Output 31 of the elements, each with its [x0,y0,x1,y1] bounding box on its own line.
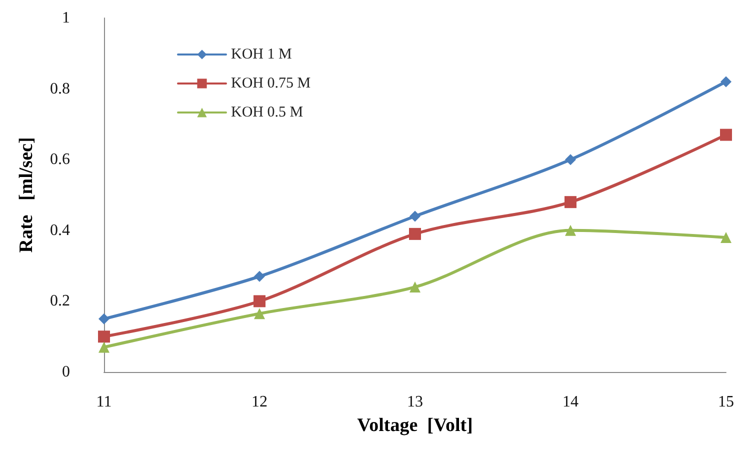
y-tick-label: 0.6 [50,151,70,168]
y-tick-label: 0.4 [50,222,70,239]
point [254,270,265,282]
x-tick-label: 14 [562,394,578,410]
x-tick-label: 12 [252,394,268,410]
x-tick-label: 13 [407,394,423,410]
point [254,308,265,320]
point [565,154,576,166]
point [254,295,266,308]
point [720,232,732,243]
y-tick-label: 0 [62,364,70,380]
x-tick-label: 15 [718,394,734,410]
point [720,128,732,141]
point [410,210,420,222]
point [564,196,576,208]
y-tick-label: 1 [62,10,70,26]
x-axis-title: Voltage [Volt] [357,415,473,436]
x-tick-label: 11 [96,394,112,410]
legend-label: KOH 1 M [231,46,292,62]
y-tick-label: 0.2 [50,292,70,310]
legend-label: KOH 0.75 M [231,76,311,92]
point [565,224,576,236]
point [98,330,110,343]
legend-label: KOH 0.5 M [231,104,304,120]
y-tick-label: 0.8 [50,80,70,98]
y-axis-title: Rate [ml/sec] [16,137,37,253]
point [410,282,420,293]
point [98,313,110,324]
point [409,228,421,240]
point [720,76,732,88]
point [98,342,110,353]
